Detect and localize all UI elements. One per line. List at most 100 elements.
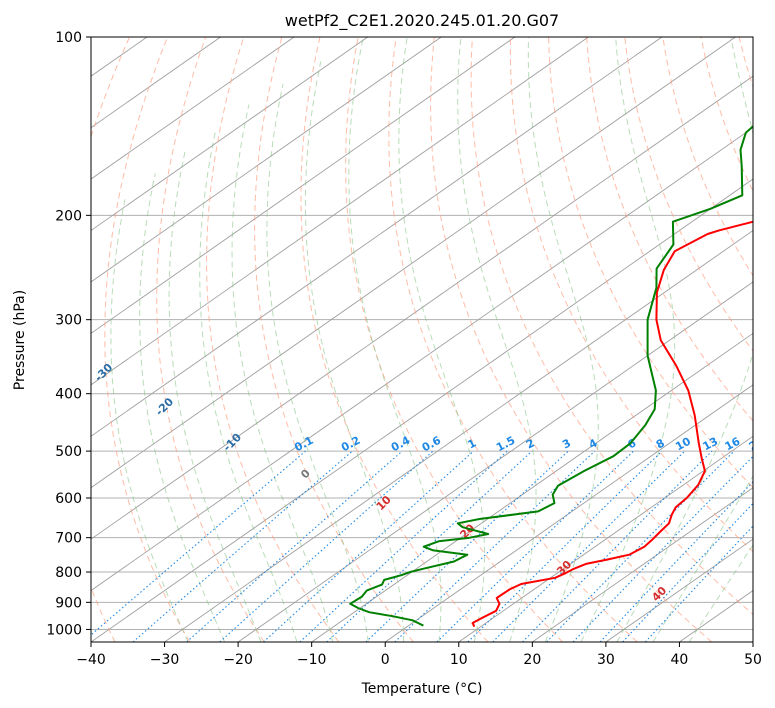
isotherm-line (91, 37, 736, 489)
moist-adiabat (199, 132, 298, 642)
y-tick-label: 800 (55, 565, 82, 581)
skewed-isotherms (91, 37, 753, 642)
adiabat-label: 0 (298, 467, 313, 482)
dry-adiabat (624, 37, 753, 352)
mixing-ratio-label: 25 (772, 435, 775, 454)
chart-title: wetPf2_C2E1.2020.245.01.20.G07 (285, 11, 559, 31)
pressure-gridlines (91, 37, 753, 630)
y-tick-label: 1000 (46, 622, 82, 638)
mixing-ratio-label: 2 (524, 436, 537, 451)
moist-adiabat (168, 149, 262, 642)
moist-adiabat (231, 104, 334, 642)
moist-adiabat (139, 173, 226, 642)
mixing-ratio-label: 3 (560, 436, 573, 451)
dry-adiabat (300, 37, 489, 642)
dry-adiabat (509, 37, 753, 553)
mixing-ratio-line (299, 450, 508, 642)
mixing-ratio-line (467, 450, 663, 642)
y-tick-label: 500 (55, 444, 82, 460)
plot-area: 0.10.20.40.611.52346810131620253036-100-… (91, 37, 775, 642)
isotherm-line (679, 590, 753, 642)
y-tick-label: 100 (55, 30, 82, 46)
mixing-ratio-line (522, 450, 713, 642)
mixing-ratio-line (492, 450, 686, 642)
isotherm-line (91, 37, 516, 334)
y-axis-ticks: 100 200 300 400 500 600 700 800 900 1000 (46, 30, 91, 638)
dry-adiabat (156, 37, 265, 642)
moist-adiabat (652, 474, 753, 642)
mixing-ratio-label: 13 (701, 435, 721, 454)
x-tick-label: 10 (450, 652, 468, 668)
isotherm-line (91, 37, 368, 232)
moist-adiabat (457, 37, 537, 642)
moist-adiabat (110, 195, 189, 642)
mixing-ratio-line (263, 450, 474, 642)
x-tick-label: 30 (597, 652, 615, 668)
y-tick-label: 200 (55, 208, 82, 224)
isotherm-line (384, 384, 753, 642)
x-tick-label: 0 (381, 652, 390, 668)
y-tick-label: 700 (55, 531, 82, 547)
isotherm-line (91, 37, 663, 437)
dry-adiabat (104, 37, 191, 642)
moist-adiabat (266, 83, 369, 642)
dry-adiabat (662, 37, 753, 277)
dry-adiabat (470, 37, 753, 615)
dry-adiabat (548, 37, 753, 489)
moist-adiabat (527, 37, 599, 642)
mixing-ratio-line (91, 450, 306, 636)
moist-adiabat (304, 61, 405, 642)
mixing-ratio-label: 20 (747, 435, 767, 454)
y-tick-label: 300 (55, 313, 82, 329)
mixing-ratio-line (599, 480, 753, 642)
isotherm-line (91, 37, 221, 129)
isotherm-line (91, 178, 753, 642)
isotherm-line (458, 435, 753, 642)
y-tick-label: 600 (55, 491, 82, 507)
mixing-ratio-line (572, 455, 753, 642)
temperature-profile-line (471, 220, 753, 627)
moist-adiabat (688, 544, 753, 642)
mixing-ratio-line (186, 450, 403, 642)
isotherm-line (91, 37, 442, 283)
mixing-ratio-label: 1 (466, 436, 479, 451)
isotherm-line (91, 127, 753, 592)
x-tick-label: −40 (76, 652, 106, 668)
isotherm-line (91, 37, 295, 180)
adiabat-label: -20 (153, 395, 176, 418)
isotherm-line (605, 538, 753, 642)
x-tick-label: −10 (297, 652, 327, 668)
x-tick-label: 40 (671, 652, 689, 668)
dry-adiabat (91, 37, 130, 642)
dry-adiabat (700, 37, 753, 193)
mixing-ratio-line (132, 450, 353, 642)
isotherm-line (91, 75, 753, 540)
mixing-ratio-lines (91, 450, 753, 642)
y-tick-label: 400 (55, 387, 82, 403)
x-tick-label: −20 (223, 652, 253, 668)
dewpoint-profile-line (349, 125, 753, 627)
mixing-ratio-label: 10 (673, 435, 693, 454)
y-axis-label: Pressure (hPa) (12, 290, 28, 390)
isotherm-line (532, 487, 753, 642)
x-tick-label: 20 (523, 652, 541, 668)
mixing-ratio-label: 16 (723, 435, 743, 454)
isotherm-line (91, 37, 589, 386)
mixing-ratio-line (326, 450, 533, 642)
isotherm-line (237, 281, 753, 642)
x-axis-ticks: −40 −30 −20 −10 0 10 20 30 40 50 (76, 642, 762, 668)
moist-adiabat (398, 37, 485, 642)
dry-adiabat (254, 37, 414, 642)
y-tick-label: 900 (55, 595, 82, 611)
isotherm-line (164, 229, 753, 642)
mixing-ratio-line (219, 450, 434, 642)
x-tick-label: −30 (150, 652, 180, 668)
plot-frame (90, 36, 754, 643)
mixing-ratio-line (546, 450, 735, 642)
mixing-ratio-label: 6 (626, 436, 639, 451)
isotherm-line (311, 332, 753, 642)
adiabat-label: 10 (374, 493, 394, 513)
sounding-series (349, 125, 753, 627)
dry-adiabat (388, 37, 638, 642)
